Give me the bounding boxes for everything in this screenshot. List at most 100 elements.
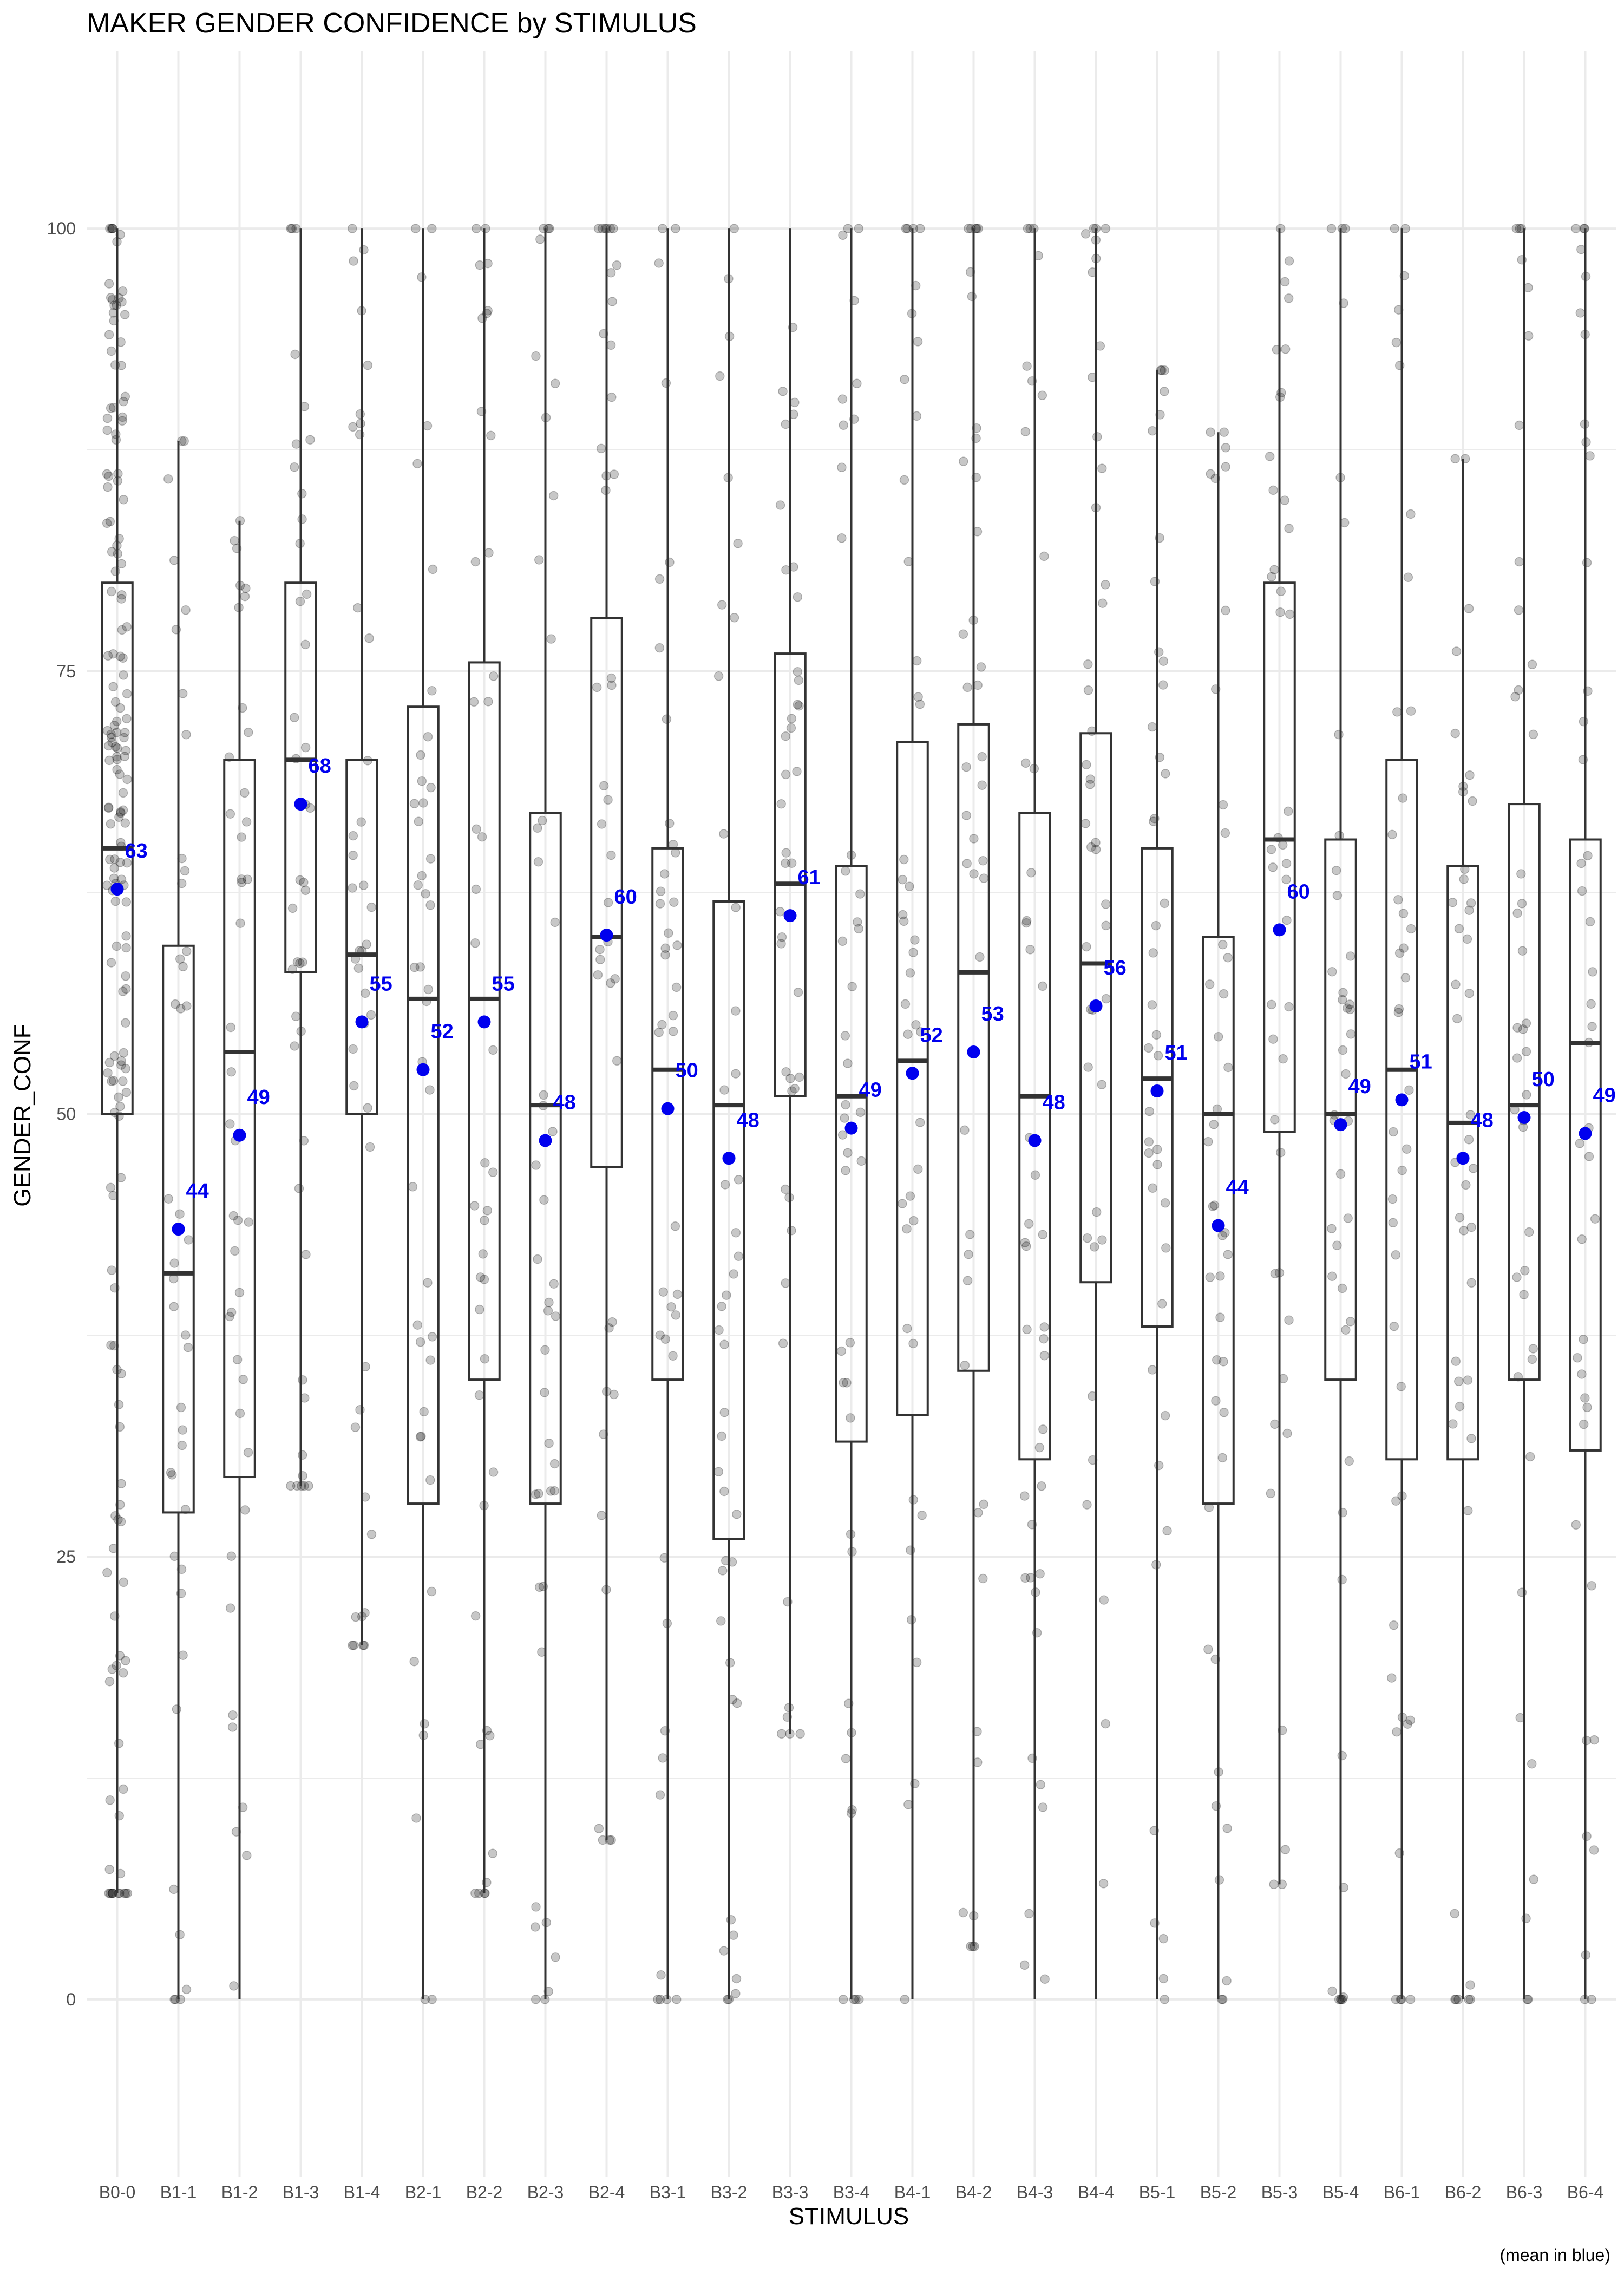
observation-point	[104, 330, 114, 339]
observation-point	[716, 1616, 726, 1626]
observation-point	[181, 1984, 192, 1995]
observation-point	[109, 873, 119, 883]
observation-point	[1584, 1152, 1594, 1161]
mean-marker	[722, 1152, 736, 1165]
observation-point	[363, 360, 373, 370]
observation-point	[793, 987, 803, 997]
observation-point	[1147, 1000, 1157, 1010]
observation-point	[228, 1211, 239, 1221]
observation-point	[423, 1278, 433, 1288]
observation-point	[1391, 337, 1402, 348]
observation-point	[427, 1995, 437, 2004]
observation-point	[733, 539, 743, 548]
observation-point	[410, 962, 420, 972]
observation-point	[417, 776, 427, 786]
observation-point	[1266, 1488, 1276, 1499]
observation-point	[417, 871, 427, 881]
observation-point	[1465, 1110, 1476, 1120]
observation-point	[1450, 1909, 1459, 1919]
observation-point	[668, 1027, 678, 1036]
y-tick-label: 25	[56, 1547, 76, 1566]
mean-label: 55	[370, 972, 392, 995]
observation-point	[1083, 1062, 1093, 1072]
mean-marker	[416, 1063, 430, 1076]
observation-point	[531, 1995, 541, 2004]
observation-point	[654, 574, 665, 584]
observation-point	[1583, 851, 1593, 861]
observation-point	[1099, 1595, 1109, 1605]
iqr-box	[407, 705, 440, 1505]
observation-point	[1581, 1735, 1592, 1746]
observation-point	[102, 413, 113, 423]
observation-point	[1571, 224, 1581, 233]
observation-point	[1327, 966, 1337, 977]
observation-point	[292, 1481, 302, 1491]
observation-point	[713, 1467, 724, 1476]
observation-point	[427, 686, 437, 696]
observation-point	[1038, 1424, 1048, 1434]
observation-point	[243, 1447, 253, 1458]
observation-point	[119, 733, 129, 743]
observation-point	[1098, 1879, 1109, 1889]
observation-point	[606, 673, 617, 683]
observation-point	[122, 774, 132, 785]
observation-point	[973, 1508, 983, 1518]
observation-point	[854, 224, 864, 233]
observation-point	[1101, 920, 1111, 931]
observation-point	[419, 1407, 429, 1417]
observation-point	[177, 1440, 187, 1450]
observation-point	[106, 293, 116, 303]
observation-point	[731, 1069, 741, 1079]
observation-point	[607, 297, 617, 306]
observation-point	[719, 829, 729, 839]
observation-point	[348, 1044, 358, 1054]
observation-point	[119, 1048, 129, 1058]
observation-point	[286, 224, 296, 233]
observation-point	[1459, 874, 1469, 884]
observation-point	[488, 1848, 498, 1858]
observation-point	[1219, 1357, 1228, 1367]
observation-point	[854, 924, 864, 934]
observation-point	[117, 590, 127, 600]
observation-point	[1402, 1144, 1412, 1154]
observation-point	[660, 950, 670, 960]
observation-point	[1462, 934, 1472, 944]
observation-point	[1338, 1045, 1348, 1055]
observation-point	[531, 1922, 540, 1932]
observation-point	[1268, 862, 1278, 872]
observation-point	[729, 613, 739, 623]
observation-point	[1576, 244, 1586, 254]
observation-point	[1021, 1241, 1031, 1251]
observation-point	[550, 378, 560, 389]
observation-point	[781, 858, 790, 868]
observation-point	[609, 1389, 619, 1400]
observation-point	[240, 1505, 250, 1515]
observation-point	[1345, 999, 1355, 1009]
observation-point	[842, 1378, 852, 1388]
observation-point	[839, 1377, 848, 1388]
observation-point	[787, 1225, 796, 1236]
observation-point	[775, 500, 785, 510]
y-tick-layer: 0 25 50 75 100	[47, 219, 76, 2009]
observation-point	[1269, 1879, 1279, 1890]
observation-point	[654, 258, 664, 268]
observation-point	[916, 1027, 926, 1037]
observation-point	[1332, 1240, 1342, 1250]
x-tick-label: B2-3	[527, 2182, 564, 2202]
observation-point	[235, 918, 245, 928]
observation-point	[979, 873, 989, 883]
observation-point	[240, 788, 250, 798]
observation-point	[1158, 1974, 1169, 1984]
observation-point	[290, 349, 300, 360]
observation-point	[1579, 716, 1589, 727]
observation-point	[166, 1468, 176, 1478]
observation-point	[1022, 361, 1032, 371]
observation-point	[1162, 1526, 1172, 1536]
observation-point	[719, 1339, 729, 1349]
observation-point	[427, 1586, 437, 1597]
observation-point	[104, 1888, 114, 1898]
observation-point	[115, 1101, 125, 1112]
observation-point	[481, 224, 490, 233]
observation-point	[181, 605, 191, 615]
observation-point	[1398, 909, 1409, 918]
